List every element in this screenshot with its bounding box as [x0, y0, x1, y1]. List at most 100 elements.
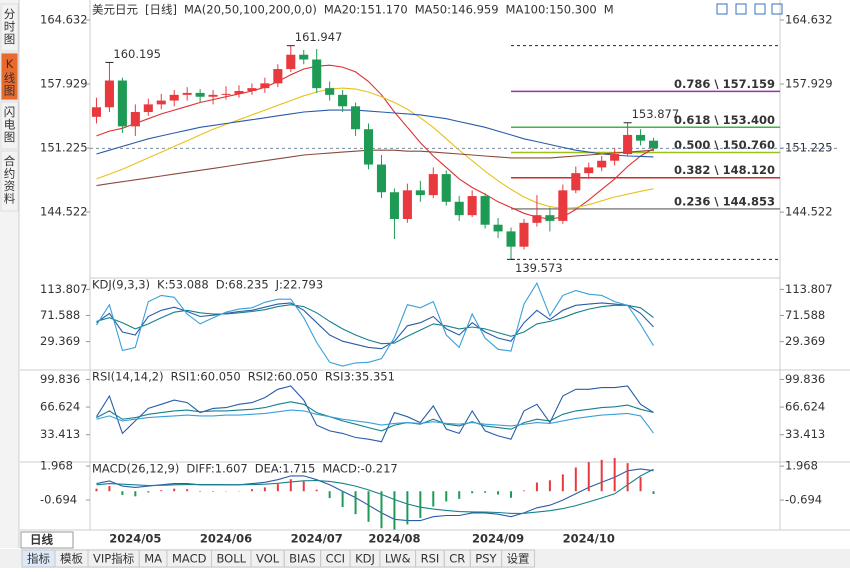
candle-body [221, 93, 231, 95]
candle-body [208, 94, 218, 97]
toolbar-button[interactable]: 设置 [501, 549, 536, 568]
y-tick-label: 164.632 [40, 13, 88, 27]
toolbar-label[interactable]: MA [144, 552, 162, 566]
candle-body [156, 100, 166, 105]
legend-label: 美元日元 [92, 3, 138, 17]
legend-label: MA50:146.959 [415, 3, 499, 17]
candle-body [480, 196, 490, 225]
toolbar-label[interactable]: BIAS [289, 552, 315, 566]
candle-body [610, 154, 620, 161]
sidebar-tab[interactable] [0, 52, 19, 101]
icon[interactable] [771, 3, 783, 15]
candle-body [648, 140, 659, 149]
y-tick-label: 33.413 [40, 427, 80, 441]
sidebar-label[interactable]: K线图 [3, 57, 17, 97]
fib-label: 0.236 \ 144.853 [674, 194, 775, 208]
candle-body [623, 134, 633, 155]
series-line [96, 281, 654, 367]
toolbar-button[interactable]: VIP指标 [87, 549, 140, 568]
y-tick-label: 157.929 [40, 77, 88, 91]
toolbar-button[interactable]: MACD [166, 549, 212, 568]
legend-label: DEA:1.715 [255, 462, 316, 476]
toolbar-label[interactable]: 指标 [27, 552, 50, 566]
toolbar-button[interactable]: BOLL [210, 549, 252, 568]
candle-body [363, 129, 374, 165]
x-tick-label: 2024/05 [109, 532, 161, 546]
y-tick-label: 66.624 [785, 400, 825, 414]
candle-body [571, 173, 581, 191]
candle-body [545, 215, 555, 221]
sidebar-tab[interactable] [0, 150, 19, 212]
candle-body [195, 92, 205, 97]
x-tick-label: 2024/10 [563, 532, 615, 546]
toolbar-label[interactable]: CCI [326, 552, 345, 566]
period-tab[interactable] [20, 531, 74, 549]
icon[interactable] [754, 3, 766, 15]
toolbar-label[interactable]: CR [449, 552, 465, 566]
icon[interactable] [735, 3, 747, 15]
legend-label: M [604, 3, 614, 17]
legend-label: RSI1:60.050 [171, 370, 241, 384]
toolbar-label[interactable]: VOL [256, 552, 280, 566]
candle-body [104, 80, 114, 108]
legend-label: [日线] [145, 3, 177, 17]
toolbar-label[interactable]: 模板 [60, 552, 83, 566]
toolbar-cell[interactable] [501, 549, 536, 568]
series-line [96, 304, 654, 345]
y-tick-label: 29.369 [785, 334, 825, 348]
candle-body [389, 192, 399, 219]
candle-body [182, 92, 192, 95]
y-tick-label: 1.968 [40, 459, 73, 473]
toolbar-label[interactable]: 设置 [507, 552, 530, 566]
legend-label: MACD:-0.217 [322, 462, 397, 476]
legend-label: MACD(26,12,9) [92, 462, 179, 476]
period-tab-label[interactable]: 日线 [30, 533, 53, 547]
toolbar-label[interactable]: VIP指标 [93, 552, 134, 566]
candle-body [91, 107, 102, 117]
candle-body [532, 215, 542, 223]
toolbar-button[interactable]: LW& [379, 549, 417, 568]
sidebar-label[interactable]: 合约资料 [3, 154, 17, 205]
y-tick-label: 151.225 [785, 141, 833, 155]
legend-label: RSI(14,14,2) [92, 370, 164, 384]
toolbar-label[interactable]: KDJ [355, 552, 375, 566]
candle-body [169, 94, 179, 101]
candle-body [312, 59, 322, 89]
toolbar-button[interactable]: 指标 [21, 549, 56, 568]
toolbar-label[interactable]: LW& [385, 552, 411, 566]
toolbar-label[interactable]: RSI [421, 552, 440, 566]
icon[interactable] [716, 3, 728, 15]
sidebar-tab[interactable] [0, 3, 19, 52]
toolbar-label[interactable]: PSY [475, 552, 497, 566]
legend-label: MA20:151.170 [324, 3, 408, 17]
series-line [96, 468, 654, 514]
x-tick-label: 2024/08 [368, 532, 420, 546]
toolbar-label[interactable]: BOLL [216, 552, 246, 566]
sidebar-tab[interactable] [0, 101, 19, 150]
fib-label: 0.786 \ 157.159 [674, 77, 775, 91]
candle-body [273, 69, 283, 84]
candle-body [143, 104, 153, 113]
annotation: 153.877 [632, 107, 680, 121]
y-tick-label: 33.413 [785, 427, 825, 441]
candle-body [454, 201, 464, 216]
annotation: 139.573 [515, 261, 563, 275]
series-line [96, 468, 654, 522]
candle-body [234, 91, 244, 94]
y-tick-label: 66.624 [40, 400, 80, 414]
toolbar-icons[interactable] [716, 3, 783, 15]
legend-label: J:22.793 [275, 278, 324, 292]
toolbar-button[interactable]: BIAS [283, 549, 322, 568]
legend-label: MA(20,50,100,200,0,0) [184, 3, 317, 17]
bottom-bar [0, 549, 850, 568]
fib-label: 0.382 \ 148.120 [674, 163, 775, 177]
legend-label: KDJ(9,3,3) [92, 278, 150, 292]
sidebar-label[interactable]: 分时图 [3, 8, 17, 46]
candle-body [402, 190, 412, 219]
legend-label: K:53.088 [157, 278, 209, 292]
sidebar-label[interactable]: 闪电图 [3, 105, 17, 143]
candle-body [441, 174, 451, 202]
candle-body [286, 54, 296, 70]
toolbar-label[interactable]: MACD [172, 552, 207, 566]
